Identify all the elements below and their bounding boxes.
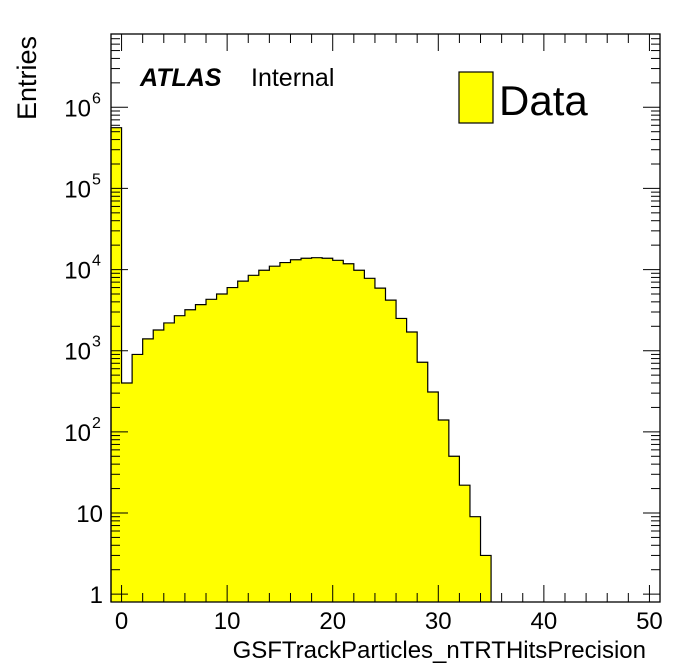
histogram-outline: [110, 127, 492, 602]
legend-label: Data: [499, 77, 588, 124]
histogram-bar: [206, 299, 217, 602]
histogram-bar: [353, 270, 365, 602]
histogram-bar: [195, 304, 207, 602]
x-tick-label: 30: [425, 608, 452, 635]
histogram-bars: [111, 127, 492, 603]
histogram-bar: [269, 266, 281, 602]
internal-label: Internal: [251, 64, 334, 92]
y-tick-label: 10: [64, 95, 91, 122]
legend-swatch: [458, 71, 494, 124]
histogram-bar: [469, 516, 481, 602]
histogram-bar: [279, 262, 291, 602]
histogram-bar: [132, 354, 144, 602]
y-tick-exponent: 3: [92, 334, 101, 351]
histogram-bar: [163, 322, 175, 602]
x-axis-label: GSFTrackParticles_nTRTHitsPrecision: [233, 637, 646, 664]
histogram-bar: [290, 259, 302, 602]
histogram-bar: [237, 281, 249, 602]
y-tick-label: 1: [90, 582, 103, 609]
histogram-bar: [427, 391, 439, 602]
atlas-label: ATLAS: [139, 64, 222, 92]
histogram-bar: [364, 278, 376, 602]
histogram-bar: [406, 332, 418, 602]
histogram-bar: [216, 293, 228, 602]
histogram-bar: [142, 338, 154, 602]
histogram-bar: [459, 485, 471, 602]
x-tick-label: 20: [319, 608, 346, 635]
y-tick-exponent: 4: [92, 253, 101, 270]
y-tick-exponent: 2: [92, 415, 101, 432]
histogram-bar: [153, 329, 165, 602]
histogram-bar: [343, 263, 355, 602]
histogram-bar: [448, 456, 460, 602]
x-tick-label: 10: [214, 608, 241, 635]
histogram-bar: [332, 260, 344, 602]
y-tick-label: 10: [64, 176, 91, 203]
y-axis-label: Entries: [12, 36, 42, 120]
y-tick-exponent: 5: [92, 171, 101, 188]
y-tick-label: 10: [64, 420, 91, 447]
histogram-bar: [417, 362, 429, 602]
y-tick-label: 10: [76, 501, 103, 528]
histogram-bar: [301, 258, 312, 602]
histogram-bar: [121, 382, 133, 602]
histogram-bar: [174, 315, 186, 602]
histogram-bar: [184, 309, 196, 602]
axis-ticks: [111, 33, 660, 602]
y-tick-exponent: 6: [92, 90, 101, 107]
histogram-bar: [227, 287, 239, 602]
x-tick-labels: 0 10 20 30 40 50: [115, 608, 663, 635]
histogram-bar: [438, 419, 450, 602]
y-tick-label: 10: [64, 339, 91, 366]
histogram-bar: [385, 300, 397, 602]
y-tick-label: 10: [64, 258, 91, 285]
histogram-bar: [480, 555, 492, 602]
histogram-bar: [396, 318, 408, 602]
x-tick-label: 50: [636, 608, 663, 635]
histogram-bar: [374, 288, 386, 602]
x-tick-label: 0: [115, 608, 128, 635]
histogram-bar: [248, 275, 260, 602]
plot-frame: [110, 33, 661, 603]
x-tick-label: 40: [531, 608, 558, 635]
histogram-bar: [311, 257, 323, 602]
histogram-bar: [258, 270, 270, 602]
histogram-bar: [111, 127, 122, 603]
histogram-bar: [322, 258, 334, 602]
